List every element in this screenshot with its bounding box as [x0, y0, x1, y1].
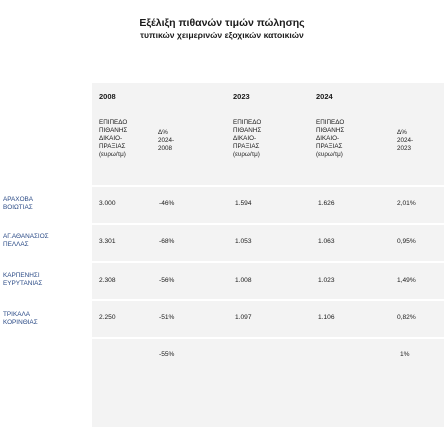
- row-divider: [92, 337, 444, 339]
- header-change-2024-2023: Δ% 2024- 2023: [397, 129, 414, 152]
- price-2008-cell: 3.000: [99, 200, 116, 207]
- year-2023-heading: 2023: [233, 92, 250, 101]
- total-change-2023-2024: 1%: [400, 351, 410, 358]
- year-2008-heading: 2008: [99, 92, 116, 101]
- change-2023-2024-cell: 0,82%: [397, 314, 416, 321]
- price-2024-cell: 1.106: [318, 314, 335, 321]
- row-divider: [92, 185, 444, 187]
- header-price-2024: ΕΠΙΠΕΔΟ ΠΙΘΑΝΗΣ ΔΙΚΑΙΟ- ΠΡΑΞΙΑΣ (ευρω/τμ…: [316, 119, 345, 158]
- page-subtitle: τυπικών χειμερινών εξοχικών κατοικιών: [140, 30, 304, 40]
- header-price-2023: ΕΠΙΠΕΔΟ ΠΙΘΑΝΗΣ ΔΙΚΑΙΟ- ΠΡΑΞΙΑΣ (ευρω/τμ…: [233, 119, 262, 158]
- year-2024-heading: 2024: [316, 92, 333, 101]
- change-2023-2024-cell: 0,95%: [397, 238, 416, 245]
- price-2024-cell: 1.023: [318, 277, 335, 284]
- price-2023-cell: 1.594: [235, 200, 252, 207]
- row-divider: [92, 299, 444, 301]
- row-divider: [92, 261, 444, 263]
- price-2024-cell: 1.626: [318, 200, 335, 207]
- price-2008-cell: 2.308: [99, 277, 116, 284]
- region-label: ΤΡΙΚΑΛΑ ΚΟΡΙΝΘΙΑΣ: [3, 311, 38, 326]
- header-price-2008: ΕΠΙΠΕΔΟ ΠΙΘΑΝΗΣ ΔΙΚΑΙΟ- ΠΡΑΞΙΑΣ (ευρω/τμ…: [99, 119, 128, 158]
- change-2008-2024-cell: -56%: [159, 277, 175, 284]
- change-2008-2024-cell: -51%: [159, 314, 175, 321]
- row-divider: [92, 223, 444, 225]
- data-panel: [92, 83, 444, 427]
- region-label: ΚΑΡΠΕΝΗΣΙ ΕΥΡΥΤΑΝΙΑΣ: [3, 272, 43, 287]
- total-change-2008-2024: -55%: [159, 351, 175, 358]
- price-2023-cell: 1.053: [235, 238, 252, 245]
- price-2008-cell: 3.301: [99, 238, 116, 245]
- page-title: Εξέλιξη πιθανών τιμών πώλησης: [139, 17, 305, 29]
- change-2008-2024-cell: -68%: [159, 238, 175, 245]
- region-label: ΑΓ.ΑΘΑΝΑΣΙΟΣ ΠΕΛΛΑΣ: [3, 233, 49, 248]
- region-label: ΑΡΑΧΟΒΑ ΒΟΙΩΤΙΑΣ: [3, 196, 34, 211]
- price-2023-cell: 1.097: [235, 314, 252, 321]
- price-2024-cell: 1.063: [318, 238, 335, 245]
- price-2008-cell: 2.250: [99, 314, 116, 321]
- header-change-2024-2008: Δ% 2024- 2008: [158, 129, 175, 152]
- title-block: Εξέλιξη πιθανών τιμών πώλησης τυπικών χε…: [0, 17, 444, 41]
- price-2023-cell: 1.008: [235, 277, 252, 284]
- change-2008-2024-cell: -46%: [159, 200, 175, 207]
- change-2023-2024-cell: 2,01%: [397, 200, 416, 207]
- change-2023-2024-cell: 1,49%: [397, 277, 416, 284]
